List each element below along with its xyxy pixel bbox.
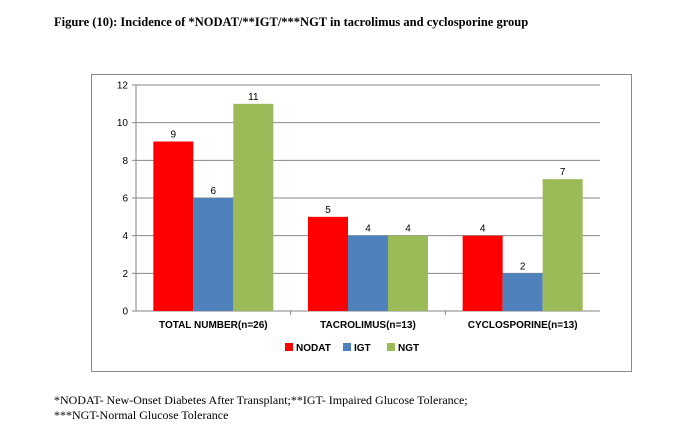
data-label-igt-1: 4 <box>365 224 371 235</box>
legend-label-igt: IGT <box>354 343 371 354</box>
data-label-ngt-0: 11 <box>248 92 259 103</box>
bar-nodat-1 <box>308 216 348 311</box>
data-label-ngt-1: 4 <box>405 224 411 235</box>
y-tick-label-2: 2 <box>122 269 128 280</box>
figure-title: Figure (10): Incidence of *NODAT/**IGT/*… <box>54 15 529 29</box>
x-category-label-0: TOTAL NUMBER(n=26) <box>159 320 268 331</box>
data-label-nodat-2: 4 <box>480 224 486 235</box>
footnote-line-1: *NODAT- New-Onset Diabetes After Transpl… <box>54 393 468 407</box>
bar-ngt-0 <box>233 103 274 311</box>
legend-label-nodat: NODAT <box>296 343 331 354</box>
data-label-nodat-0: 9 <box>171 130 177 141</box>
bar-nodat-2 <box>462 235 503 311</box>
bar-ngt-1 <box>388 235 428 311</box>
chart-frame <box>91 74 632 372</box>
y-tick-label-12: 12 <box>117 81 129 92</box>
legend-swatch-ngt <box>387 343 395 351</box>
y-tick-label-0: 0 <box>122 307 128 318</box>
footnote: *NODAT- New-Onset Diabetes After Transpl… <box>54 393 654 423</box>
legend-swatch-nodat <box>285 343 293 351</box>
bar-ngt-2 <box>542 179 583 311</box>
bar-igt-2 <box>502 273 543 311</box>
y-tick-label-8: 8 <box>122 156 128 167</box>
data-label-nodat-1: 5 <box>325 205 331 216</box>
bar-igt-1 <box>348 235 388 311</box>
legend-swatch-igt <box>343 343 351 351</box>
x-category-label-2: CYCLOSPORINE(n=13) <box>468 320 578 331</box>
y-tick-label-6: 6 <box>122 194 128 205</box>
data-label-igt-0: 6 <box>211 186 217 197</box>
x-category-label-1: TACROLIMUS(n=13) <box>320 320 416 331</box>
footnote-line-2: ***NGT-Normal Glucose Tolerance <box>54 408 229 422</box>
y-tick-label-4: 4 <box>122 231 128 242</box>
legend-label-ngt: NGT <box>398 343 419 354</box>
data-label-ngt-2: 7 <box>560 167 566 178</box>
y-tick-label-10: 10 <box>117 118 129 129</box>
bar-nodat-0 <box>153 141 194 311</box>
data-label-igt-2: 2 <box>520 261 526 272</box>
bar-igt-0 <box>193 198 234 311</box>
